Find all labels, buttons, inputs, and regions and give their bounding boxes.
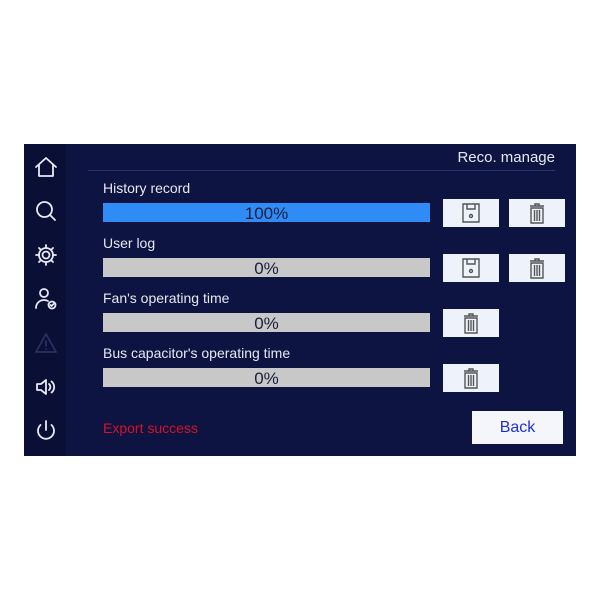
export-button[interactable] bbox=[443, 254, 499, 282]
record-progress-bar: 100% bbox=[103, 203, 430, 222]
warning-icon bbox=[35, 333, 57, 353]
trash-icon bbox=[530, 203, 544, 224]
user-check-icon bbox=[35, 288, 57, 310]
trash-icon bbox=[464, 313, 478, 334]
back-button[interactable]: Back bbox=[472, 411, 563, 444]
user-button[interactable] bbox=[33, 286, 59, 312]
record-progress-bar: 0% bbox=[103, 368, 430, 387]
sound-button[interactable] bbox=[33, 374, 59, 400]
home-icon bbox=[35, 157, 57, 177]
settings-button[interactable] bbox=[33, 242, 59, 268]
record-progress-bar: 0% bbox=[103, 258, 430, 277]
record-label: Bus capacitor's operating time bbox=[103, 345, 291, 361]
trash-icon bbox=[530, 258, 544, 279]
sidebar bbox=[24, 144, 66, 456]
power-icon bbox=[37, 420, 55, 440]
progress-fill bbox=[103, 203, 430, 222]
alarm-button bbox=[33, 330, 59, 356]
speaker-icon bbox=[36, 379, 56, 395]
divider bbox=[88, 170, 555, 171]
gear-icon bbox=[35, 244, 57, 266]
trash-icon bbox=[464, 368, 478, 389]
delete-button[interactable] bbox=[443, 309, 499, 337]
record-label: Fan's operating time bbox=[103, 290, 230, 306]
delete-button[interactable] bbox=[509, 199, 565, 227]
status-message: Export success bbox=[103, 420, 198, 436]
record-label: User log bbox=[103, 235, 156, 251]
progress-text: 0% bbox=[254, 369, 279, 387]
home-button[interactable] bbox=[33, 154, 59, 180]
progress-text: 0% bbox=[254, 314, 279, 332]
power-button[interactable] bbox=[33, 418, 59, 444]
delete-button[interactable] bbox=[509, 254, 565, 282]
progress-text: 0% bbox=[254, 259, 279, 277]
progress-text: 100% bbox=[244, 204, 289, 222]
search-button[interactable] bbox=[33, 198, 59, 224]
search-icon bbox=[36, 201, 56, 221]
delete-button[interactable] bbox=[443, 364, 499, 392]
record-progress-bar: 0% bbox=[103, 313, 430, 332]
save-icon bbox=[462, 203, 480, 223]
save-icon bbox=[462, 258, 480, 278]
export-button[interactable] bbox=[443, 199, 499, 227]
record-label: History record bbox=[103, 180, 191, 196]
page-title: Reco. manage bbox=[457, 149, 555, 166]
record-manage-panel: Reco. manage History record 100% User lo… bbox=[24, 144, 576, 456]
